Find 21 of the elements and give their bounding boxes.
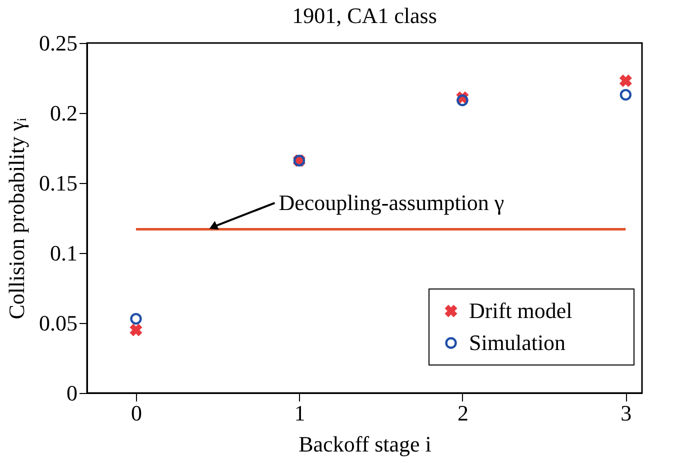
x-tick-label: 2 (457, 400, 468, 426)
legend-label: Drift model (469, 298, 572, 323)
annotation: Decoupling-assumption γ (278, 190, 504, 215)
point (620, 88, 632, 101)
point (130, 312, 142, 325)
y-tick-label: 0.2 (50, 100, 78, 126)
x-axis-title: Backoff stage i (298, 432, 432, 456)
legend-label: Simulation (469, 330, 566, 355)
y-tick-label: 0.05 (39, 310, 78, 336)
point (619, 74, 632, 88)
y-tick-label: 0.25 (39, 30, 78, 56)
x-tick-label: 3 (620, 400, 632, 426)
y-tick-label: 0 (66, 380, 78, 406)
y-tick-label: 0.15 (39, 170, 78, 196)
point (130, 324, 142, 336)
y-tick-label: 0.1 (50, 240, 78, 266)
x-tick-label: 0 (130, 400, 142, 426)
y-axis-title: Collision probability γᵢ (4, 117, 29, 320)
chart-title: 1901, CA1 class (292, 3, 437, 28)
x-tick-label: 1 (294, 400, 306, 426)
point (456, 94, 468, 106)
